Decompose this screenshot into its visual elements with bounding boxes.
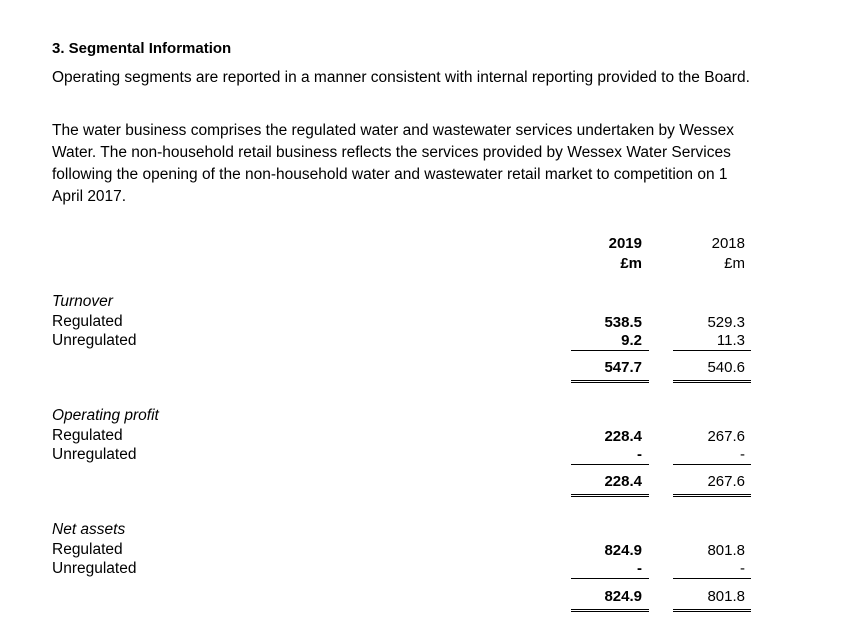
value-current: - [637,446,642,463]
value-prior: - [740,560,745,577]
value-current: - [637,560,642,577]
total-double-rule [673,380,751,383]
subtotal-rule [571,464,649,465]
total-prior: 801.8 [707,588,745,605]
description-paragraph: The water business comprises the regulat… [52,122,735,205]
value-current: 824.9 [604,542,642,559]
total-double-rule [571,494,649,497]
current-year-label: 2019 [608,235,642,252]
total-double-rule [571,609,649,612]
intro-paragraph: Operating segments are reported in a man… [52,69,750,86]
value-prior: 11.3 [716,332,745,349]
row-label: Regulated [52,427,123,444]
value-prior: 801.8 [707,542,745,559]
value-prior: 529.3 [707,314,745,331]
total-current: 824.9 [604,588,642,605]
section-title-operating-profit: Operating profit [52,407,159,424]
total-current: 547.7 [604,359,642,376]
value-current: 538.5 [604,314,642,331]
total-double-rule [673,609,751,612]
subtotal-rule [673,350,751,351]
prior-unit-label: £m [724,255,745,272]
value-current: 9.2 [621,332,642,349]
prior-year-label: 2018 [711,235,745,252]
row-label: Unregulated [52,332,137,349]
subtotal-rule [571,578,649,579]
value-prior: 267.6 [707,428,745,445]
column-header-prior-year: 2018 £m [665,234,745,274]
column-header-current-year: 2019 £m [562,234,642,274]
subtotal-rule [673,464,751,465]
subtotal-rule [673,578,751,579]
section-heading: 3. Segmental Information [52,40,232,57]
total-prior: 267.6 [707,473,745,490]
subtotal-rule [571,350,649,351]
total-double-rule [673,494,751,497]
current-unit-label: £m [620,255,642,272]
row-label: Unregulated [52,446,137,463]
total-current: 228.4 [604,473,642,490]
value-current: 228.4 [604,428,642,445]
row-label: Unregulated [52,560,137,577]
value-prior: - [740,446,745,463]
row-label: Regulated [52,313,123,330]
total-prior: 540.6 [707,359,745,376]
row-label: Regulated [52,541,123,558]
total-double-rule [571,380,649,383]
section-title-net-assets: Net assets [52,521,126,538]
section-title-turnover: Turnover [52,293,113,310]
